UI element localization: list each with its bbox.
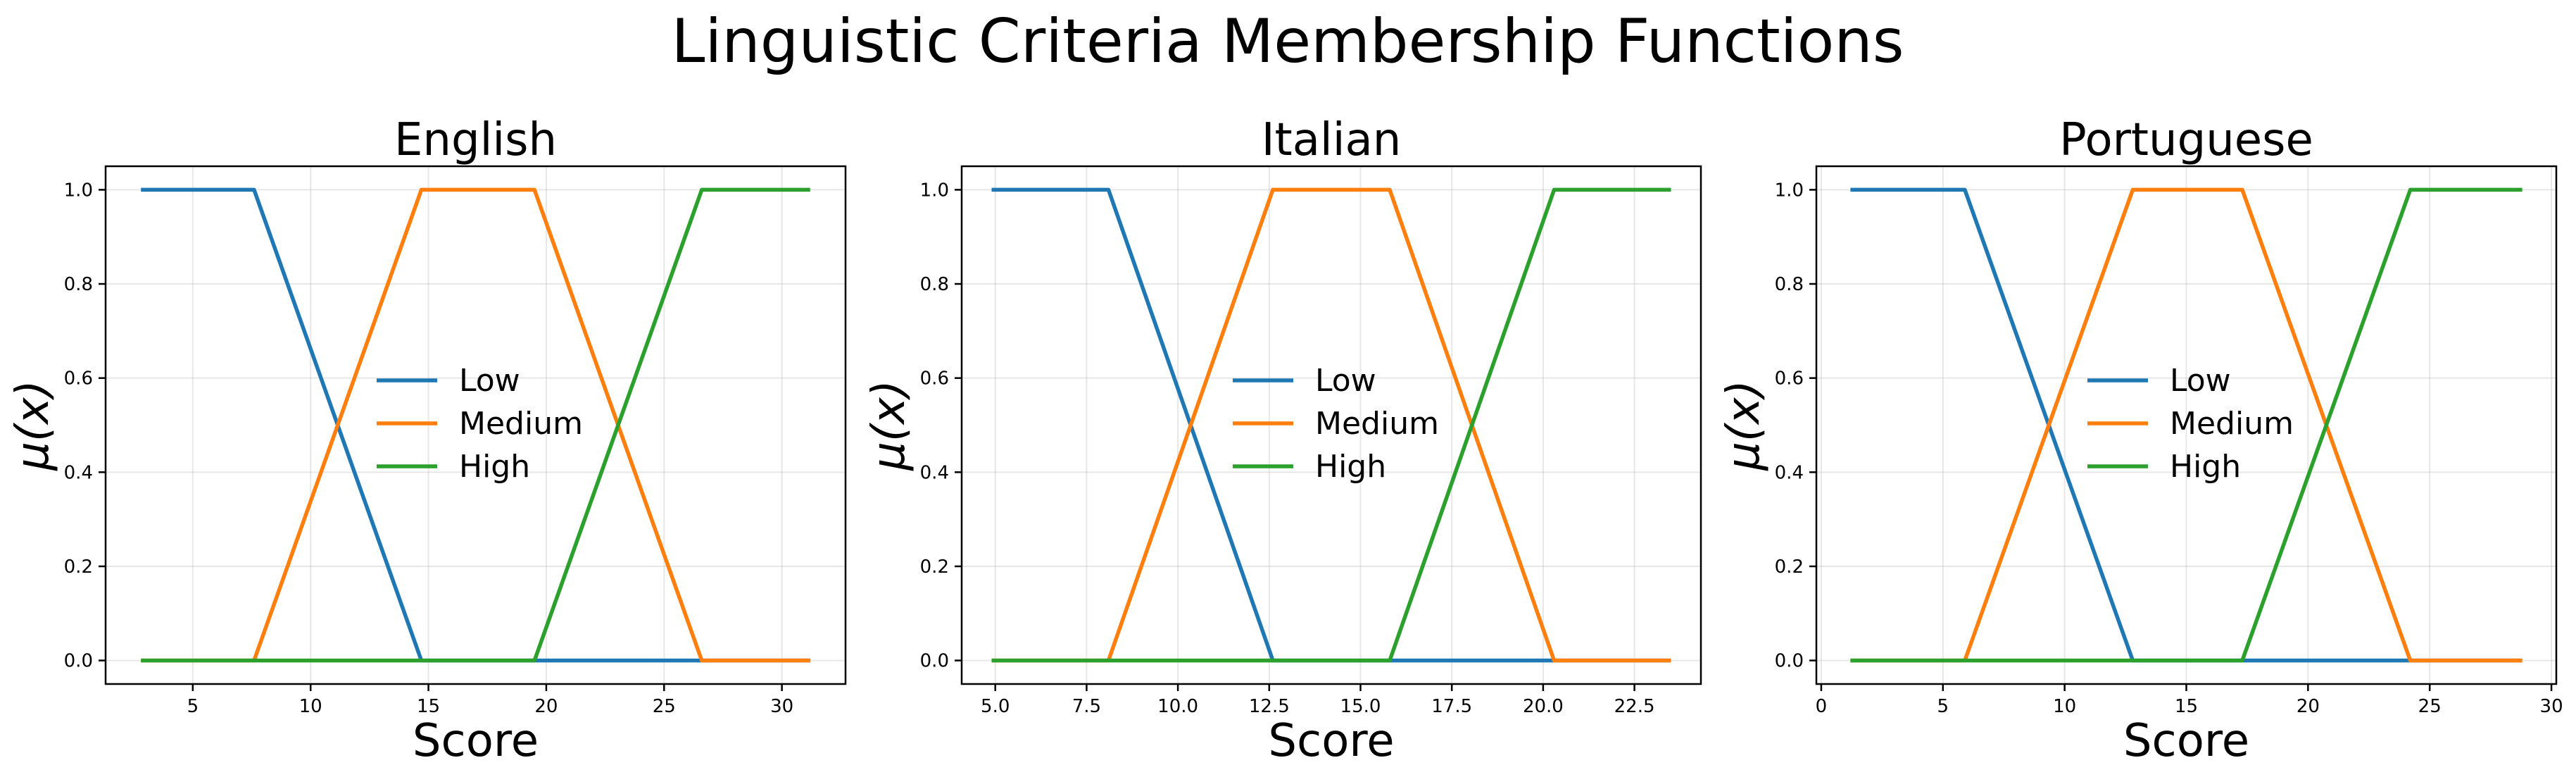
x-tick-label: 25 xyxy=(653,696,676,717)
x-tick-label: 0 xyxy=(1816,696,1828,717)
x-tick-label: 12.5 xyxy=(1249,696,1290,717)
y-tick-label: 0.0 xyxy=(1775,651,1804,672)
y-tick-label: 0.2 xyxy=(920,557,949,578)
y-tick-label: 0.0 xyxy=(64,651,93,672)
x-axis-label: Score xyxy=(2123,715,2249,767)
legend-label-low: Low xyxy=(2170,363,2231,399)
y-tick-label: 0.4 xyxy=(920,462,949,483)
legend-label-medium: Medium xyxy=(2170,406,2294,442)
legend: Low Medium High xyxy=(377,363,583,485)
legend: Low Medium High xyxy=(1233,363,1439,485)
y-axis-label: μ(x) xyxy=(7,380,59,471)
y-tick-label: 0.8 xyxy=(1775,274,1804,295)
y-tick-label: 0.2 xyxy=(1775,557,1804,578)
plot-frame xyxy=(104,165,847,685)
x-tick-label: 15.0 xyxy=(1340,696,1381,717)
legend-label-high: High xyxy=(1315,449,1386,485)
y-axis-label: μ(x) xyxy=(863,380,915,471)
x-tick-label: 10 xyxy=(2053,696,2076,717)
legend-label-medium: Medium xyxy=(1315,406,1439,442)
y-tick-label: 0.4 xyxy=(1775,462,1804,483)
x-tick-label: 30 xyxy=(770,696,793,717)
x-tick-label: 10.0 xyxy=(1157,696,1198,717)
series-line-high xyxy=(991,187,1671,663)
x-axis-label: Score xyxy=(413,715,539,767)
series-line-high xyxy=(1850,187,2522,663)
y-tick-label: 1.0 xyxy=(920,180,949,201)
legend-label-low: Low xyxy=(1315,363,1376,399)
y-tick-label: 0.6 xyxy=(1775,368,1804,390)
x-tick-label: 5 xyxy=(1937,696,1949,717)
x-tick-label: 5.0 xyxy=(981,696,1010,717)
plot-frame xyxy=(960,165,1702,685)
legend: Low Medium High xyxy=(2087,363,2294,485)
x-tick-label: 22.5 xyxy=(1614,696,1655,717)
y-tick-label: 0.6 xyxy=(64,368,93,390)
y-tick-label: 1.0 xyxy=(64,180,93,201)
chart-panel-1: 5.0 7.5 10.0 12.5 15.0 17.5 20.0 22.5 0.0 0.2 0.4 0… xyxy=(863,114,1702,767)
x-tick-label: 20 xyxy=(534,696,558,717)
y-tick-label: 0.4 xyxy=(64,462,93,483)
figure-title: Linguistic Criteria Membership Functions xyxy=(671,6,1904,77)
series-line-high xyxy=(141,187,810,663)
x-tick-label: 15 xyxy=(417,696,440,717)
subplot-title: Portuguese xyxy=(2059,114,2313,166)
y-tick-label: 0.2 xyxy=(64,557,93,578)
x-tick-label: 20 xyxy=(2297,696,2320,717)
y-axis-label: μ(x) xyxy=(1718,380,1770,471)
y-tick-label: 0.8 xyxy=(920,274,949,295)
y-tick-label: 1.0 xyxy=(1775,180,1804,201)
legend-label-high: High xyxy=(459,449,530,485)
x-tick-label: 30 xyxy=(2540,696,2563,717)
y-tick-label: 0.6 xyxy=(920,368,949,390)
subplot-title: English xyxy=(394,114,557,166)
chart-panel-2: 0 5 10 15 20 25 30 0.0 0.2 0.4 0.6 0.8 1.0 Portuguese… xyxy=(1718,114,2563,767)
legend-label-medium: Medium xyxy=(459,406,583,442)
legend-label-high: High xyxy=(2170,449,2241,485)
y-tick-label: 0.0 xyxy=(920,651,949,672)
y-tick-label: 0.8 xyxy=(64,274,93,295)
chart-panel-0: 5 10 15 20 25 30 0.0 0.2 0.4 0.6 0.8 1.0 English Scor… xyxy=(7,114,847,767)
x-tick-label: 7.5 xyxy=(1072,696,1101,717)
x-axis-label: Score xyxy=(1268,715,1394,767)
x-tick-label: 10 xyxy=(299,696,322,717)
legend-label-low: Low xyxy=(459,363,520,399)
x-tick-label: 5 xyxy=(187,696,199,717)
x-tick-label: 25 xyxy=(2418,696,2442,717)
x-tick-label: 15 xyxy=(2175,696,2198,717)
x-tick-label: 17.5 xyxy=(1431,696,1472,717)
x-tick-label: 20.0 xyxy=(1523,696,1564,717)
subplot-title: Italian xyxy=(1262,114,1402,166)
